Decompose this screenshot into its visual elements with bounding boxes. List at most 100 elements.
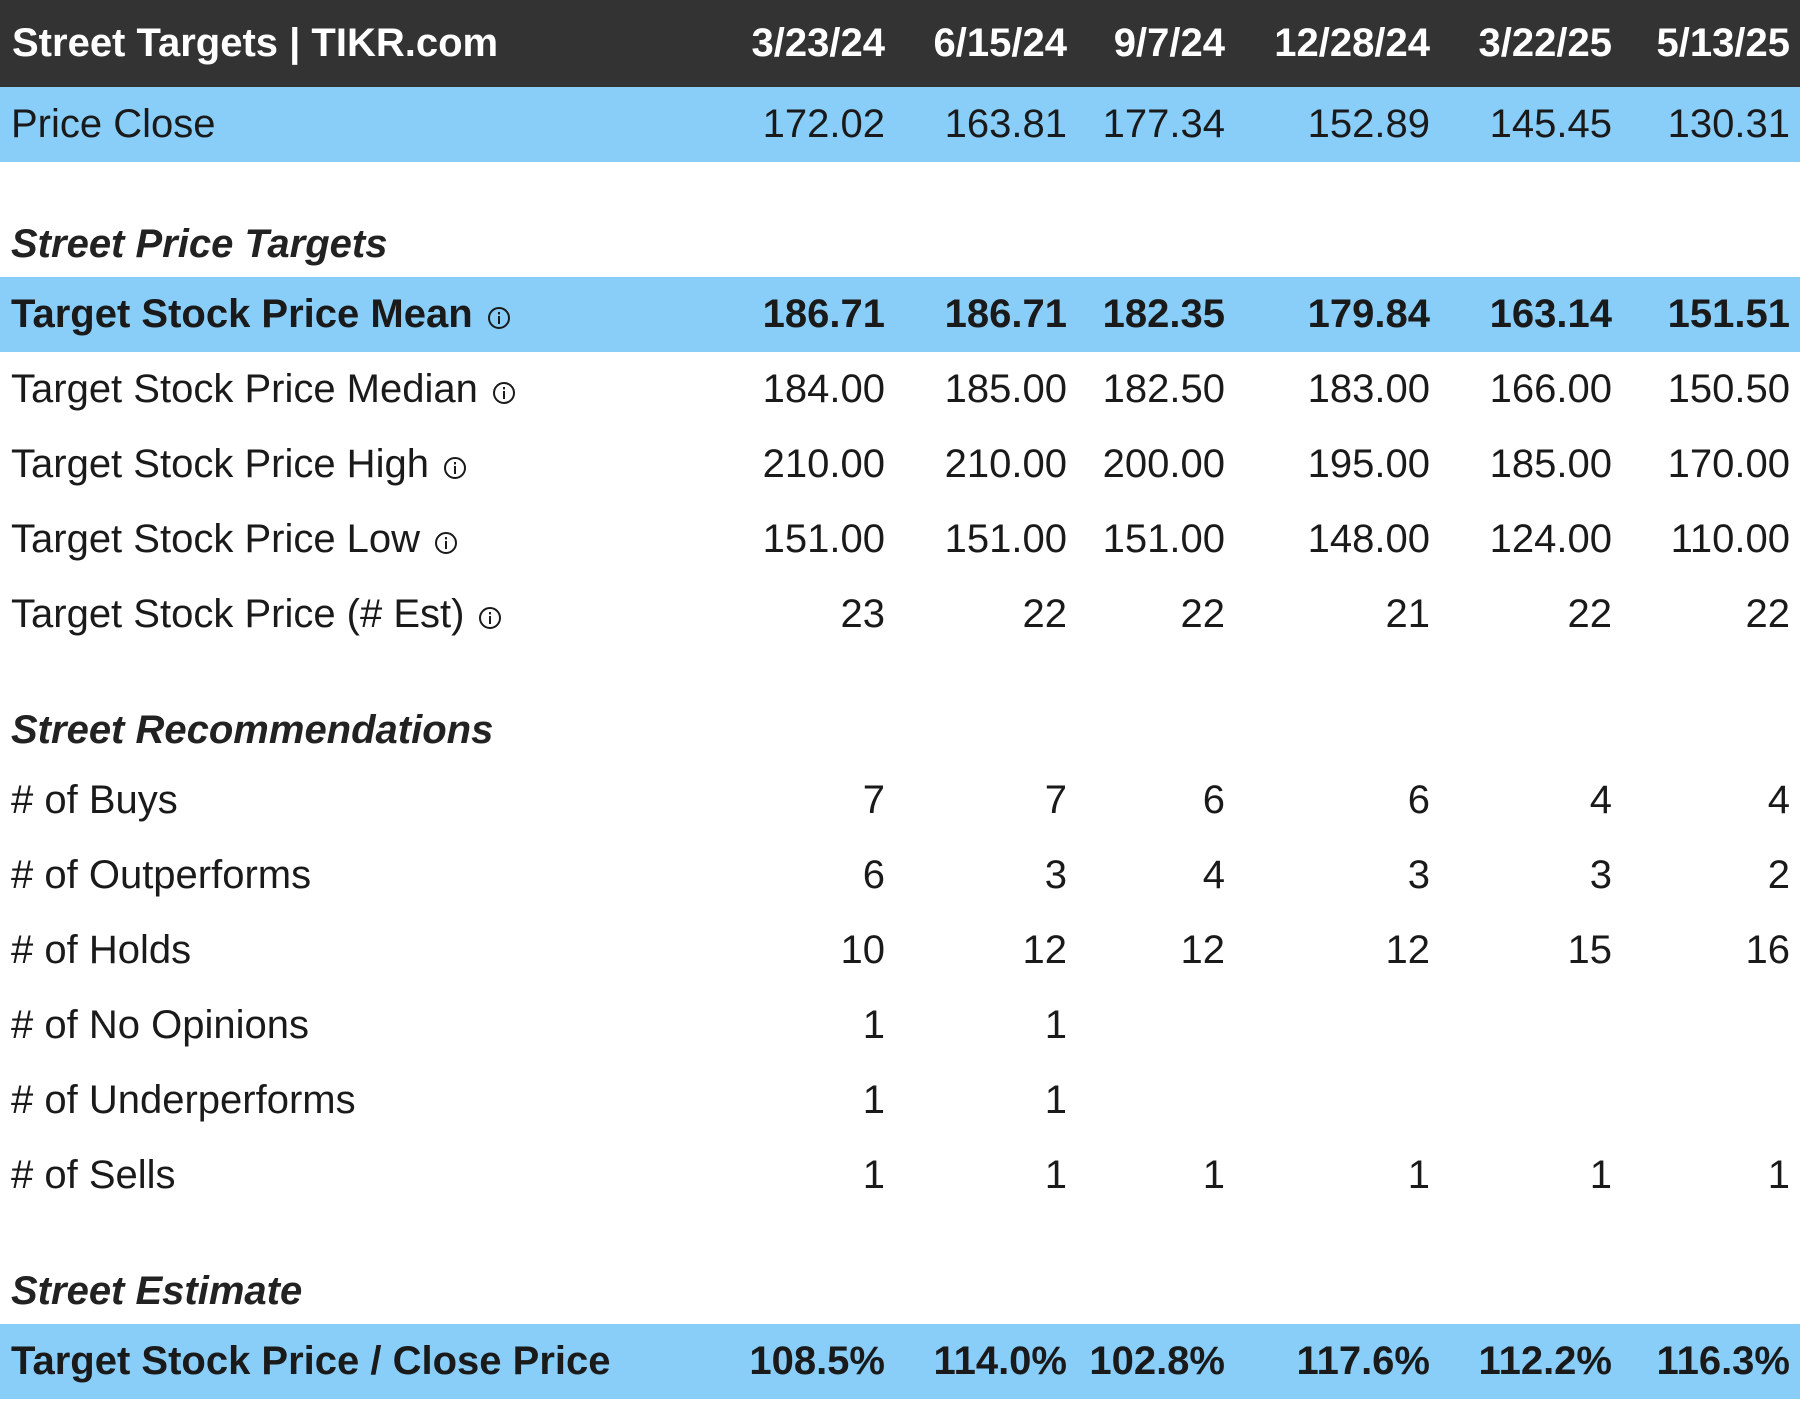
table-cell: 1 bbox=[1044, 1078, 1067, 1122]
table-cell: 117.6% bbox=[1296, 1339, 1430, 1383]
date-column-header[interactable]: 6/15/24 bbox=[933, 21, 1067, 65]
table-cell: 1 bbox=[862, 1153, 885, 1197]
table-cell: 184.00 bbox=[762, 367, 885, 411]
row-label: # of Underperforms bbox=[11, 1078, 356, 1122]
date-column-header[interactable]: 12/28/24 bbox=[1274, 21, 1430, 65]
table-cell: 172.02 bbox=[762, 102, 885, 146]
table-cell: 124.00 bbox=[1489, 517, 1612, 561]
table-cell: 1 bbox=[1407, 1153, 1430, 1197]
table-cell: 163.14 bbox=[1489, 292, 1612, 336]
table-cell: 1 bbox=[862, 1003, 885, 1047]
target-median-row: Target Stock Price Median 184.00 185.00 … bbox=[0, 352, 1800, 427]
table-cell: 186.71 bbox=[762, 292, 885, 336]
table-cell: 6 bbox=[862, 853, 885, 897]
table-cell: 1 bbox=[1044, 1003, 1067, 1047]
target-mean-row: Target Stock Price Mean 186.71 186.71 18… bbox=[0, 277, 1800, 352]
table-cell: 116.3% bbox=[1656, 1339, 1790, 1383]
holds-row: # of Holds 10 12 12 12 15 16 bbox=[0, 913, 1800, 988]
table-cell: 22 bbox=[1180, 592, 1226, 636]
section-spacer bbox=[0, 162, 1800, 205]
date-column-header[interactable]: 9/7/24 bbox=[1113, 21, 1225, 65]
section-spacer bbox=[0, 1213, 1800, 1252]
table-cell: 10 bbox=[840, 928, 886, 972]
table-cell: 16 bbox=[1745, 928, 1791, 972]
table-cell: 185.00 bbox=[1489, 442, 1612, 486]
table-cell: 23 bbox=[840, 592, 886, 636]
row-label: Target Stock Price Mean bbox=[11, 292, 473, 336]
buys-row: # of Buys 7 7 6 6 4 4 bbox=[0, 763, 1800, 838]
info-icon[interactable] bbox=[492, 381, 516, 405]
table-cell: 1 bbox=[1202, 1153, 1225, 1197]
row-label: Target Stock Price / Close Price bbox=[11, 1339, 611, 1383]
info-icon[interactable] bbox=[443, 456, 467, 480]
table-cell: 114.0% bbox=[933, 1339, 1067, 1383]
table-cell: 12 bbox=[1385, 928, 1431, 972]
table-cell: 182.50 bbox=[1102, 367, 1225, 411]
section-heading-estimate: Street Estimate bbox=[0, 1252, 1800, 1324]
row-label: Target Stock Price Median bbox=[11, 367, 478, 411]
table-cell: 151.00 bbox=[762, 517, 885, 561]
info-icon[interactable] bbox=[434, 531, 458, 555]
row-label: # of No Opinions bbox=[11, 1003, 309, 1047]
table-cell: 3 bbox=[1407, 853, 1430, 897]
table-cell: 185.00 bbox=[944, 367, 1067, 411]
table-cell: 210.00 bbox=[762, 442, 885, 486]
sells-row: # of Sells 1 1 1 1 1 1 bbox=[0, 1138, 1800, 1213]
section-title: Street Price Targets bbox=[11, 221, 388, 266]
table-cell: 112.2% bbox=[1478, 1339, 1612, 1383]
table-cell: 22 bbox=[1022, 592, 1068, 636]
price-close-row: Price Close 172.02 163.81 177.34 152.89 … bbox=[0, 87, 1800, 162]
table-header: Street Targets | TIKR.com 3/23/24 6/15/2… bbox=[0, 0, 1800, 87]
table-cell: 4 bbox=[1589, 778, 1612, 822]
date-column-header[interactable]: 5/13/25 bbox=[1656, 21, 1790, 65]
table-cell: 7 bbox=[1044, 778, 1067, 822]
table-cell: 182.35 bbox=[1102, 292, 1225, 336]
table-cell: 4 bbox=[1767, 778, 1790, 822]
target-high-row: Target Stock Price High 210.00 210.00 20… bbox=[0, 427, 1800, 502]
row-label: Price Close bbox=[11, 102, 216, 146]
underperforms-row: # of Underperforms 1 1 bbox=[0, 1063, 1800, 1138]
table-cell: 22 bbox=[1745, 592, 1791, 636]
date-column-header[interactable]: 3/23/24 bbox=[751, 21, 885, 65]
table-cell: 108.5% bbox=[749, 1339, 885, 1383]
row-label: # of Buys bbox=[11, 778, 178, 822]
table-cell: 102.8% bbox=[1089, 1339, 1225, 1383]
row-label: Target Stock Price High bbox=[11, 442, 429, 486]
table-cell: 186.71 bbox=[944, 292, 1067, 336]
table-cell: 145.45 bbox=[1489, 102, 1612, 146]
table-cell: 21 bbox=[1385, 592, 1431, 636]
table-cell: 195.00 bbox=[1307, 442, 1430, 486]
target-est-count-row: Target Stock Price (# Est) 23 22 22 21 2… bbox=[0, 577, 1800, 652]
info-icon[interactable] bbox=[478, 606, 502, 630]
date-column-header[interactable]: 3/22/25 bbox=[1478, 21, 1612, 65]
table-cell: 3 bbox=[1044, 853, 1067, 897]
section-spacer bbox=[0, 652, 1800, 691]
table-cell: 4 bbox=[1202, 853, 1225, 897]
table-cell: 170.00 bbox=[1667, 442, 1790, 486]
table-cell: 151.00 bbox=[1102, 517, 1225, 561]
table-cell: 7 bbox=[862, 778, 885, 822]
table-cell: 163.81 bbox=[944, 102, 1067, 146]
table-cell: 210.00 bbox=[944, 442, 1067, 486]
row-label: # of Sells bbox=[11, 1153, 176, 1197]
table-cell: 6 bbox=[1202, 778, 1225, 822]
info-icon[interactable] bbox=[487, 306, 511, 330]
table-cell: 12 bbox=[1022, 928, 1068, 972]
table-cell: 183.00 bbox=[1307, 367, 1430, 411]
row-label: Target Stock Price Low bbox=[11, 517, 421, 561]
target-close-ratio-row: Target Stock Price / Close Price 108.5% … bbox=[0, 1324, 1800, 1399]
section-title: Street Estimate bbox=[11, 1268, 303, 1313]
outperforms-row: # of Outperforms 6 3 4 3 3 2 bbox=[0, 838, 1800, 913]
table-cell: 152.89 bbox=[1307, 102, 1430, 146]
table-cell: 15 bbox=[1567, 928, 1613, 972]
table-cell: 1 bbox=[1589, 1153, 1612, 1197]
target-low-row: Target Stock Price Low 151.00 151.00 151… bbox=[0, 502, 1800, 577]
table-cell: 12 bbox=[1180, 928, 1226, 972]
table-cell: 110.00 bbox=[1670, 517, 1790, 561]
no-opinions-row: # of No Opinions 1 1 bbox=[0, 988, 1800, 1063]
table-cell: 151.51 bbox=[1667, 292, 1790, 336]
table-cell: 6 bbox=[1407, 778, 1430, 822]
table-cell: 179.84 bbox=[1307, 292, 1430, 336]
table-cell: 150.50 bbox=[1667, 367, 1790, 411]
